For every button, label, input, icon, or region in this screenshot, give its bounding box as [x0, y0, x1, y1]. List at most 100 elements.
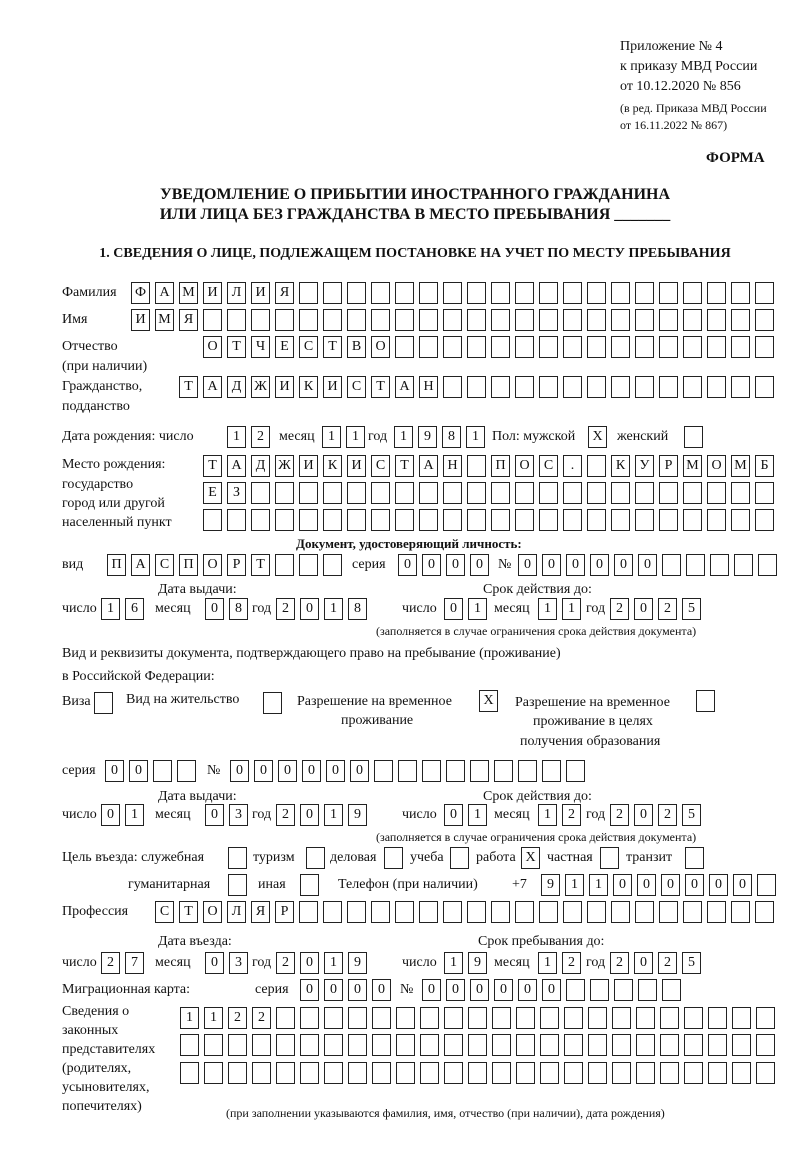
char-cell[interactable] [396, 1034, 415, 1056]
char-cell[interactable] [348, 1062, 367, 1084]
char-cell[interactable] [515, 336, 534, 358]
char-cell[interactable]: 0 [470, 554, 489, 576]
char-cell[interactable]: 1 [538, 598, 557, 620]
char-cell[interactable]: Я [251, 901, 270, 923]
char-cell[interactable]: 0 [398, 554, 417, 576]
char-cell[interactable] [732, 1007, 751, 1029]
char-cell[interactable] [450, 847, 469, 869]
char-cell[interactable] [371, 309, 390, 331]
char-cell[interactable] [443, 482, 462, 504]
char-cell[interactable]: 2 [610, 952, 629, 974]
char-cell[interactable]: 0 [444, 598, 463, 620]
char-cell[interactable] [492, 1062, 511, 1084]
sex-male-checkbox[interactable]: X [588, 426, 612, 448]
char-cell[interactable] [251, 509, 270, 531]
char-cell[interactable]: 1 [466, 426, 485, 448]
char-cell[interactable]: 0 [300, 804, 319, 826]
char-cell[interactable] [443, 901, 462, 923]
char-cell[interactable]: 0 [494, 979, 513, 1001]
char-cell[interactable]: 2 [610, 804, 629, 826]
char-cell[interactable] [348, 1007, 367, 1029]
char-cell[interactable] [371, 482, 390, 504]
char-cell[interactable] [563, 376, 582, 398]
char-cell[interactable] [443, 309, 462, 331]
char-cell[interactable]: 2 [610, 598, 629, 620]
char-cell[interactable] [659, 482, 678, 504]
char-cell[interactable] [491, 509, 510, 531]
char-cell[interactable]: Т [371, 376, 390, 398]
char-cell[interactable] [563, 309, 582, 331]
char-cell[interactable] [563, 336, 582, 358]
birth-place-field-3[interactable] [203, 509, 779, 531]
char-cell[interactable]: 0 [302, 760, 321, 782]
char-cell[interactable]: 2 [658, 952, 677, 974]
char-cell[interactable] [683, 309, 702, 331]
char-cell[interactable]: 2 [562, 804, 581, 826]
char-cell[interactable] [611, 509, 630, 531]
char-cell[interactable] [422, 760, 441, 782]
char-cell[interactable] [275, 309, 294, 331]
char-cell[interactable] [467, 509, 486, 531]
char-cell[interactable] [755, 376, 774, 398]
char-cell[interactable] [300, 1007, 319, 1029]
char-cell[interactable] [204, 1034, 223, 1056]
char-cell[interactable] [660, 1007, 679, 1029]
char-cell[interactable]: 1 [565, 874, 584, 896]
char-cell[interactable] [564, 1062, 583, 1084]
char-cell[interactable]: 0 [444, 804, 463, 826]
char-cell[interactable] [611, 901, 630, 923]
char-cell[interactable]: Т [323, 336, 342, 358]
char-cell[interactable] [153, 760, 172, 782]
char-cell[interactable]: Т [395, 455, 414, 477]
char-cell[interactable]: 0 [590, 554, 609, 576]
char-cell[interactable]: 1 [322, 426, 341, 448]
char-cell[interactable] [515, 509, 534, 531]
char-cell[interactable]: 0 [254, 760, 273, 782]
char-cell[interactable]: И [203, 282, 222, 304]
char-cell[interactable] [251, 482, 270, 504]
char-cell[interactable] [539, 309, 558, 331]
char-cell[interactable]: 8 [348, 598, 367, 620]
char-cell[interactable] [516, 1062, 535, 1084]
char-cell[interactable] [660, 1034, 679, 1056]
char-cell[interactable]: 0 [422, 554, 441, 576]
char-cell[interactable] [420, 1034, 439, 1056]
char-cell[interactable]: 2 [228, 1007, 247, 1029]
purpose-work-checkbox[interactable]: X [521, 847, 545, 869]
char-cell[interactable] [564, 1007, 583, 1029]
char-cell[interactable]: 1 [346, 426, 365, 448]
char-cell[interactable]: 0 [300, 598, 319, 620]
char-cell[interactable]: 0 [205, 598, 224, 620]
char-cell[interactable] [611, 336, 630, 358]
char-cell[interactable] [563, 482, 582, 504]
char-cell[interactable]: 2 [251, 426, 270, 448]
char-cell[interactable]: У [635, 455, 654, 477]
char-cell[interactable]: 0 [634, 952, 653, 974]
char-cell[interactable]: 0 [205, 804, 224, 826]
char-cell[interactable]: 0 [518, 554, 537, 576]
char-cell[interactable]: 9 [418, 426, 437, 448]
char-cell[interactable]: 5 [682, 804, 701, 826]
residence-permit-checkbox[interactable] [263, 692, 287, 714]
char-cell[interactable]: Ж [275, 455, 294, 477]
char-cell[interactable] [491, 901, 510, 923]
char-cell[interactable] [731, 901, 750, 923]
char-cell[interactable] [419, 309, 438, 331]
char-cell[interactable]: 0 [350, 760, 369, 782]
char-cell[interactable]: О [203, 336, 222, 358]
char-cell[interactable] [542, 760, 561, 782]
char-cell[interactable] [708, 1034, 727, 1056]
char-cell[interactable]: П [491, 455, 510, 477]
char-cell[interactable]: Р [227, 554, 246, 576]
char-cell[interactable] [587, 309, 606, 331]
char-cell[interactable] [540, 1007, 559, 1029]
char-cell[interactable] [372, 1062, 391, 1084]
char-cell[interactable]: 8 [442, 426, 461, 448]
char-cell[interactable]: 9 [348, 804, 367, 826]
